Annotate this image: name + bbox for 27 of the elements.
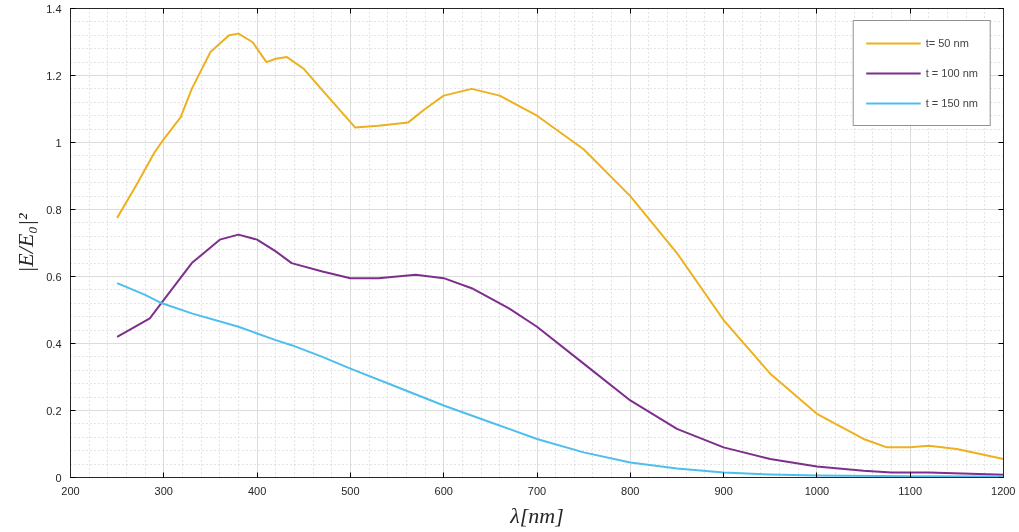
x-tick-label: 600: [434, 484, 453, 497]
legend-label: t = 150 nm: [925, 97, 978, 109]
x-tick-label: 500: [341, 484, 360, 497]
x-tick-label: 1100: [898, 484, 923, 497]
y-tick-label: 0.4: [46, 337, 62, 350]
y-tick-label: 0.6: [46, 270, 62, 283]
y-tick-label: 1: [55, 136, 62, 149]
x-tick-label: 200: [61, 484, 80, 497]
x-tick-label: 400: [247, 484, 267, 497]
x-axis-title: λ[nm]: [509, 502, 564, 528]
x-tick-label: 1000: [804, 484, 830, 497]
y-tick-label: 1.4: [46, 2, 62, 15]
legend-label: t = 100 nm: [925, 67, 978, 79]
y-tick-label: 0.8: [46, 203, 62, 216]
legend-label: t= 50 nm: [925, 37, 969, 49]
x-tick-label: 300: [154, 484, 173, 497]
line-series: [116, 233, 1004, 476]
x-tick-label: 1200: [991, 484, 1016, 497]
y-tick-label: 1.2: [46, 69, 62, 82]
y-tick-label: 0.2: [46, 404, 62, 417]
y-tick-label: 0: [55, 471, 62, 484]
x-tick-label: 800: [621, 484, 640, 497]
x-tick-label: 700: [527, 484, 547, 497]
x-tick-label: 900: [714, 484, 733, 497]
line-series: [116, 282, 1004, 478]
line-series: [116, 32, 1004, 461]
y-axis-title: |E/E₀|²: [13, 212, 39, 273]
